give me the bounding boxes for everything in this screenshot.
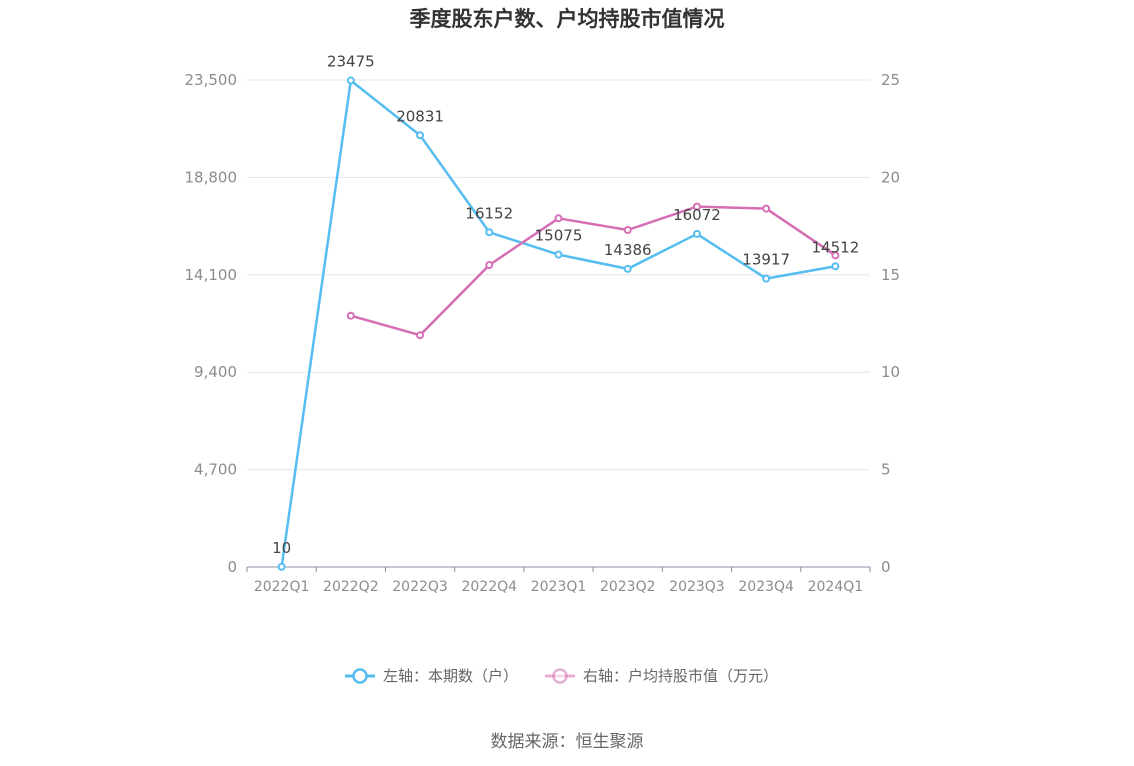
data-labels: 10 23475 20831 16152 15075 14386 16072 13917 145… bbox=[272, 53, 859, 557]
right-axis-tick-label: 15 bbox=[881, 266, 900, 284]
data-label: 20831 bbox=[396, 107, 444, 125]
x-axis-tick-label: 2023Q3 bbox=[669, 579, 725, 595]
data-point bbox=[692, 202, 701, 211]
data-label: 13917 bbox=[742, 251, 790, 269]
data-point bbox=[692, 229, 701, 238]
data-point bbox=[831, 251, 840, 260]
data-point bbox=[623, 225, 632, 234]
data-label: 23475 bbox=[327, 53, 375, 71]
legend-item-avg-value[interactable]: 右轴：户均持股市值（万元） bbox=[545, 667, 778, 685]
series-lines bbox=[277, 76, 840, 571]
data-point bbox=[623, 264, 632, 273]
x-axis-tick-label: 2022Q4 bbox=[461, 579, 517, 595]
data-label: 16072 bbox=[673, 206, 721, 224]
data-point bbox=[554, 214, 563, 223]
x-axis-tick-label: 2024Q1 bbox=[808, 579, 864, 595]
axes: 0 4,700 9,400 14,100 18,800 23,500 0 5 10 15 20 25 2… bbox=[185, 71, 901, 595]
legend-label: 右轴：户均持股市值（万元） bbox=[583, 667, 778, 685]
grid-lines bbox=[247, 79, 870, 471]
data-label: 15075 bbox=[535, 227, 583, 245]
series-line-avg-value bbox=[350, 205, 837, 337]
x-axis-tick-label: 2023Q4 bbox=[738, 579, 794, 595]
data-label: 14386 bbox=[604, 241, 652, 259]
left-axis-tick-label: 4,700 bbox=[194, 461, 237, 479]
left-axis-tick-label: 14,100 bbox=[185, 266, 238, 284]
source-note: 数据来源：恒生聚源 bbox=[491, 732, 644, 752]
chart-title: 季度股东户数、户均持股市值情况 bbox=[410, 7, 725, 31]
data-point bbox=[416, 131, 425, 140]
left-axis-tick-label: 18,800 bbox=[185, 168, 238, 186]
data-label: 14512 bbox=[812, 238, 860, 256]
right-axis-tick-label: 25 bbox=[881, 71, 900, 89]
x-axis-tick-label: 2023Q2 bbox=[600, 579, 656, 595]
data-point bbox=[485, 228, 494, 237]
left-axis-tick-label: 0 bbox=[227, 558, 237, 576]
left-axis-tick-label: 23,500 bbox=[185, 71, 238, 89]
x-axis-tick-label: 2023Q1 bbox=[531, 579, 587, 595]
legend-swatch-marker bbox=[352, 668, 368, 684]
data-point bbox=[762, 274, 771, 283]
x-axis-tick-label: 2022Q3 bbox=[392, 579, 448, 595]
series-line-holders bbox=[280, 79, 836, 567]
data-point bbox=[277, 562, 286, 571]
data-point bbox=[416, 331, 425, 340]
legend[interactable]: 左轴：本期数（户） 右轴：户均持股市值（万元） bbox=[345, 667, 778, 685]
data-point bbox=[485, 261, 494, 270]
data-point bbox=[346, 76, 355, 85]
right-axis-tick-label: 20 bbox=[881, 168, 900, 186]
data-label: 10 bbox=[272, 539, 291, 557]
data-point bbox=[346, 311, 355, 320]
data-label: 16152 bbox=[465, 204, 513, 222]
legend-label: 左轴：本期数（户） bbox=[383, 667, 518, 685]
data-point bbox=[762, 204, 771, 213]
right-axis-tick-label: 5 bbox=[881, 461, 891, 479]
data-point bbox=[554, 250, 563, 259]
legend-item-holders[interactable]: 左轴：本期数（户） bbox=[345, 667, 518, 685]
data-point bbox=[831, 262, 840, 271]
x-axis-tick-label: 2022Q2 bbox=[323, 579, 379, 595]
left-axis-tick-label: 9,400 bbox=[194, 363, 237, 381]
right-axis-tick-label: 0 bbox=[881, 558, 891, 576]
legend-swatch-marker bbox=[552, 668, 568, 684]
x-axis-tick-label: 2022Q1 bbox=[254, 579, 310, 595]
right-axis-tick-label: 10 bbox=[881, 363, 900, 381]
